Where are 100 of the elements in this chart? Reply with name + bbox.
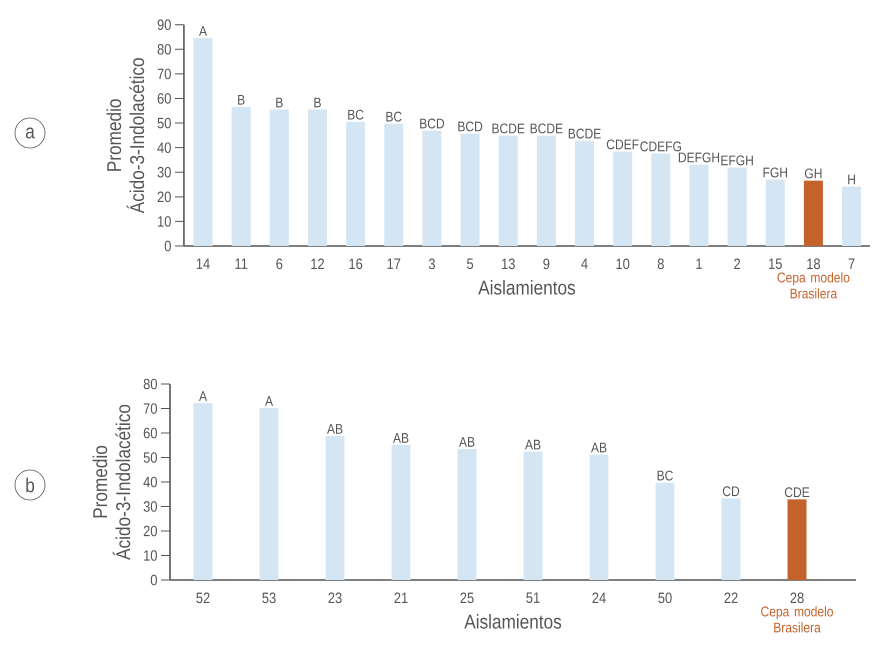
data-label: CDE xyxy=(784,487,810,498)
data-label: DEFGH xyxy=(678,152,720,162)
bar xyxy=(384,124,404,246)
data-label: FGH xyxy=(764,167,787,178)
y-tick-label: 10 xyxy=(158,216,171,227)
data-label: BC xyxy=(348,110,364,120)
text: Cepa modelo Brasilera xyxy=(761,606,833,632)
bar xyxy=(689,164,708,246)
y-tick-label: 0 xyxy=(150,574,157,586)
y-tick-label: 20 xyxy=(158,192,171,202)
bar xyxy=(524,452,543,580)
bar xyxy=(232,106,251,246)
data-label: B xyxy=(238,95,245,105)
bar xyxy=(308,110,327,246)
bar xyxy=(498,136,518,246)
bar xyxy=(392,445,411,580)
x-tick-label: 3 xyxy=(428,258,435,270)
y-tick-label: 50 xyxy=(158,118,171,128)
data-label: BC xyxy=(658,470,673,481)
text: Cepa modelo Brasilera xyxy=(778,272,850,298)
x-tick-label: 6 xyxy=(276,258,282,270)
text: a xyxy=(26,128,35,138)
data-label: AB xyxy=(525,440,540,450)
x-tick-label: 21 xyxy=(394,592,408,604)
x-tick-label: 8 xyxy=(658,258,664,270)
x-tick-label: 18 xyxy=(807,258,820,270)
data-label: AB xyxy=(591,442,606,452)
x-tick-label: 10 xyxy=(616,258,630,270)
data-label: BCDE xyxy=(568,128,601,139)
bar xyxy=(270,110,289,246)
x-tick-label: 24 xyxy=(592,592,606,604)
text: b xyxy=(26,478,34,492)
x-tick-label: 17 xyxy=(388,258,400,269)
data-label: EFGH xyxy=(721,155,753,166)
y-tick-label: 90 xyxy=(158,19,171,30)
data-label: BCDE xyxy=(530,123,563,134)
bar xyxy=(613,152,632,246)
y-tick-label: 60 xyxy=(158,93,171,104)
bar xyxy=(460,134,480,246)
x-axis-title: Aislamientos xyxy=(478,280,576,295)
bar xyxy=(346,122,366,246)
x-tick-label: 12 xyxy=(311,258,324,270)
bar xyxy=(804,180,823,246)
x-tick-label: 14 xyxy=(196,258,210,269)
x-tick-label: 50 xyxy=(658,592,672,604)
x-tick-label: 4 xyxy=(581,258,588,269)
data-label: AB xyxy=(327,424,342,434)
bar xyxy=(326,436,344,580)
bar xyxy=(842,186,862,246)
data-label: CD xyxy=(722,486,740,496)
bar xyxy=(656,482,675,580)
bar xyxy=(194,38,212,246)
bar xyxy=(766,180,785,246)
data-label: AB xyxy=(459,437,474,447)
y-tick-label: 0 xyxy=(164,240,171,252)
data-label: A xyxy=(199,26,207,36)
data-label: BC xyxy=(386,112,402,122)
data-label: A xyxy=(265,396,273,406)
data-label: B xyxy=(314,98,321,108)
bar xyxy=(651,154,670,246)
y-axis-title: Promedio Ácido-3-Indolacético xyxy=(106,58,144,214)
bar xyxy=(722,498,741,580)
data-label: AB xyxy=(393,433,408,443)
x-tick-label: 13 xyxy=(502,258,515,270)
x-tick-label: 16 xyxy=(349,258,362,270)
y-tick-label: 80 xyxy=(144,378,157,390)
data-label: B xyxy=(276,98,283,108)
x-tick-label: 1 xyxy=(696,258,702,269)
data-label: BCDE xyxy=(492,123,524,134)
bar xyxy=(422,130,442,246)
x-tick-label: 52 xyxy=(196,592,210,604)
y-tick-label: 70 xyxy=(158,68,171,80)
y-axis-title: Promedio Ácido-3-Indolacético xyxy=(92,404,130,560)
x-tick-label: 28 xyxy=(790,592,804,604)
x-tick-label: 7 xyxy=(848,258,854,269)
x-tick-label: 23 xyxy=(328,592,342,604)
x-tick-label: 5 xyxy=(466,258,474,269)
bar xyxy=(575,140,594,246)
data-label: BCD xyxy=(420,118,444,128)
data-label: CDEF xyxy=(606,139,639,150)
bar xyxy=(536,136,556,246)
y-tick-label: 10 xyxy=(144,550,157,561)
bar xyxy=(728,168,747,246)
x-axis-title: Aislamientos xyxy=(464,614,562,629)
y-tick-label: 80 xyxy=(158,44,171,55)
bar xyxy=(260,408,278,580)
x-tick-label: 11 xyxy=(235,258,248,269)
data-label: GH xyxy=(804,168,822,178)
data-label: BCD xyxy=(458,122,482,132)
x-tick-label: 2 xyxy=(734,258,740,270)
y-tick-label: 40 xyxy=(157,142,171,153)
bar xyxy=(458,448,477,580)
data-label: H xyxy=(848,174,855,184)
data-label: CDEFG xyxy=(640,141,681,152)
y-tick-label: 60 xyxy=(144,428,157,438)
x-tick-label: 9 xyxy=(543,258,550,270)
bar xyxy=(788,499,807,580)
y-tick-label: 30 xyxy=(144,501,157,512)
y-tick-label: 70 xyxy=(144,403,157,414)
x-tick-label: 22 xyxy=(724,592,738,604)
